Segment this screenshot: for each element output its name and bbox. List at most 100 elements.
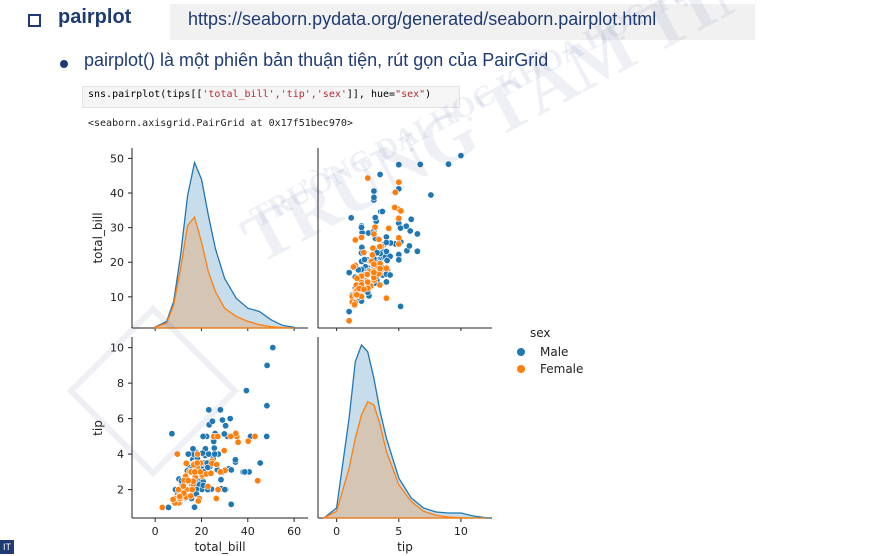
scatter-point-female <box>213 461 221 469</box>
scatter-point-female <box>395 234 403 242</box>
scatter-point-male <box>457 152 465 160</box>
scatter-point-female <box>395 178 403 186</box>
scatter-point-male <box>208 417 216 425</box>
legend-marker-female <box>517 365 525 373</box>
slide-title: pairplot <box>58 6 132 28</box>
code-prefix: sns.pairplot(tips[[ <box>88 89 203 100</box>
scatter-point-female <box>158 503 166 511</box>
scatter-point-female <box>175 486 183 494</box>
code-mid: ]], hue= <box>346 89 396 100</box>
round-bullet-icon <box>60 60 68 68</box>
scatter-point-male <box>376 171 384 179</box>
scatter-point-male <box>378 208 386 216</box>
scatter-point-male <box>395 161 403 169</box>
scatter-point-male <box>396 224 404 232</box>
scatter-point-male <box>218 416 226 424</box>
y-tip-tick-label: 4 <box>117 448 124 461</box>
y-axis-label-tip: tip <box>91 420 105 436</box>
scatter-point-male <box>370 187 378 195</box>
scatter-point-male <box>382 278 390 286</box>
scatter-point-female <box>204 482 212 490</box>
scatter-point-male <box>263 361 271 369</box>
scatter-point-female <box>364 174 372 182</box>
code-suffix: ) <box>425 89 432 100</box>
scatter-point-female <box>214 486 222 494</box>
square-bullet-icon <box>28 14 41 27</box>
scatter-point-female <box>234 438 242 446</box>
url-box <box>170 4 755 40</box>
scatter-point-female <box>345 317 353 325</box>
scatter-point-female <box>244 437 252 445</box>
scatter-point-male <box>231 456 239 464</box>
y-total-bill-tick-label: 30 <box>110 222 124 235</box>
scatter-point-female <box>188 486 196 494</box>
scatter-point-female <box>212 494 220 502</box>
scatter-point-female <box>349 263 357 271</box>
y-tip-tick-label: 10 <box>110 342 124 355</box>
scatter-point-male <box>345 308 353 316</box>
scatter-point-female <box>179 482 187 490</box>
x-tip-tick-label: 0 <box>333 525 340 538</box>
scatter-point-female <box>187 492 195 500</box>
seaborn-doc-link[interactable]: https://seaborn.pydata.org/generated/sea… <box>188 9 657 29</box>
x-total-bill-tick-label: 60 <box>287 525 301 538</box>
code-cell[interactable] <box>82 86 460 108</box>
kde-total_bill-female <box>154 215 295 329</box>
scatter-point-female <box>182 459 190 467</box>
scatter-point-female <box>395 214 403 222</box>
scatter-point-female <box>360 285 368 293</box>
y-tip-tick-label: 8 <box>117 377 124 390</box>
scatter-point-female <box>382 264 390 272</box>
scatter-point-male <box>263 402 271 410</box>
y-total-bill-tick-label: 50 <box>110 152 124 165</box>
scatter-point-male <box>370 193 378 201</box>
scatter-point-male <box>191 503 199 511</box>
scatter-point-male <box>226 415 234 423</box>
scatter-point-male <box>416 160 424 168</box>
y-axis-label-total-bill: total_bill <box>91 212 105 263</box>
scatter-point-female <box>369 244 377 252</box>
scatter-point-female <box>254 477 262 485</box>
scatter-point-female <box>176 492 184 500</box>
legend-marker-male <box>517 348 525 356</box>
scatter-point-male <box>168 430 176 438</box>
scatter-point-female <box>364 278 372 286</box>
scatter-point-female <box>193 459 201 467</box>
scatter-point-male <box>407 215 415 223</box>
scatter-point-female <box>382 294 390 302</box>
scatter-point-male <box>269 344 277 352</box>
scatter-point-female <box>370 268 378 276</box>
scatter-point-male <box>199 432 207 440</box>
scatter-point-female <box>251 432 259 440</box>
scatter-point-female <box>371 223 379 231</box>
scatter-point-female <box>357 233 365 241</box>
scatter-point-female <box>376 281 384 289</box>
scatter-point-female <box>169 495 177 503</box>
y-total-bill-tick-label: 40 <box>110 187 124 200</box>
scatter-point-female <box>353 291 361 299</box>
scatter-point-male <box>405 242 413 250</box>
scatter-point-male <box>211 450 219 458</box>
scatter-point-male <box>227 500 235 508</box>
y-tip-tick-label: 6 <box>117 413 124 426</box>
scatter-point-male <box>204 463 212 471</box>
scatter-point-female <box>395 240 403 248</box>
scatter-point-male <box>382 248 390 256</box>
scatter-point-male <box>395 256 403 264</box>
scatter-point-male <box>371 214 379 222</box>
scatter-point-male <box>413 230 421 238</box>
scatter-point-female <box>360 249 368 257</box>
scatter-point-female <box>370 230 378 238</box>
y-total-bill-tick-label: 10 <box>110 291 124 304</box>
scatter-point-male <box>413 247 421 255</box>
scatter-point-female <box>216 468 224 476</box>
scatter-point-male <box>263 432 271 440</box>
scatter-point-female <box>194 450 202 458</box>
x-axis-label-tip: tip <box>397 540 413 554</box>
scatter-point-male <box>184 450 192 458</box>
scatter-point-male <box>189 445 197 453</box>
scatter-point-female <box>227 432 235 440</box>
scatter-point-male <box>222 422 230 430</box>
scatter-point-male <box>360 256 368 264</box>
